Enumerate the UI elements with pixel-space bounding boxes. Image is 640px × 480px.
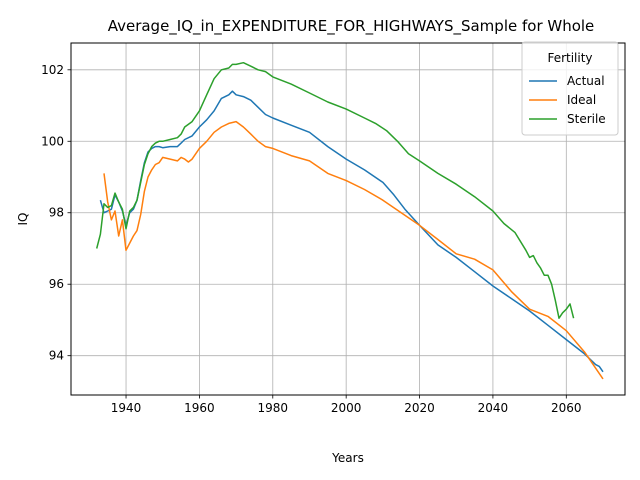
y-tick-label: 98 <box>49 206 64 220</box>
y-tick-label: 100 <box>41 134 64 148</box>
legend-title: Fertility <box>547 51 592 65</box>
x-axis-label: Years <box>331 451 364 465</box>
x-tick-label: 2000 <box>331 401 362 415</box>
plot-frame <box>70 42 626 396</box>
legend-items: Actual Ideal Sterile <box>529 74 606 126</box>
series-lines <box>95 61 604 380</box>
y-tick-label: 102 <box>41 63 64 77</box>
legend: Fertility Actual Ideal Sterile <box>521 41 619 136</box>
y-axis-label: IQ <box>16 213 30 226</box>
x-tick-label: 1960 <box>184 401 215 415</box>
legend-label: Sterile <box>567 112 606 126</box>
series-line-ideal <box>103 120 604 380</box>
x-tick-label: 2040 <box>478 401 509 415</box>
chart-title: Average_IQ_in_EXPENDITURE_FOR_HIGHWAYS_S… <box>108 17 595 36</box>
series-line-sterile <box>95 61 575 319</box>
x-tick-label: 1940 <box>111 401 142 415</box>
axis-ticks: 1940 1960 1980 2000 2020 2040 2060 94 96 98 100 102 <box>41 63 581 415</box>
y-tick-label: 96 <box>49 277 64 291</box>
legend-item-sterile: Sterile <box>529 112 606 126</box>
x-tick-label: 2020 <box>404 401 435 415</box>
legend-item-actual: Actual <box>529 74 605 88</box>
legend-label: Ideal <box>567 93 596 107</box>
x-tick-label: 1980 <box>258 401 289 415</box>
legend-item-ideal: Ideal <box>529 93 596 107</box>
x-tick-label: 2060 <box>551 401 582 415</box>
y-tick-label: 94 <box>49 349 64 363</box>
legend-box <box>521 41 619 136</box>
legend-label: Actual <box>567 74 605 88</box>
